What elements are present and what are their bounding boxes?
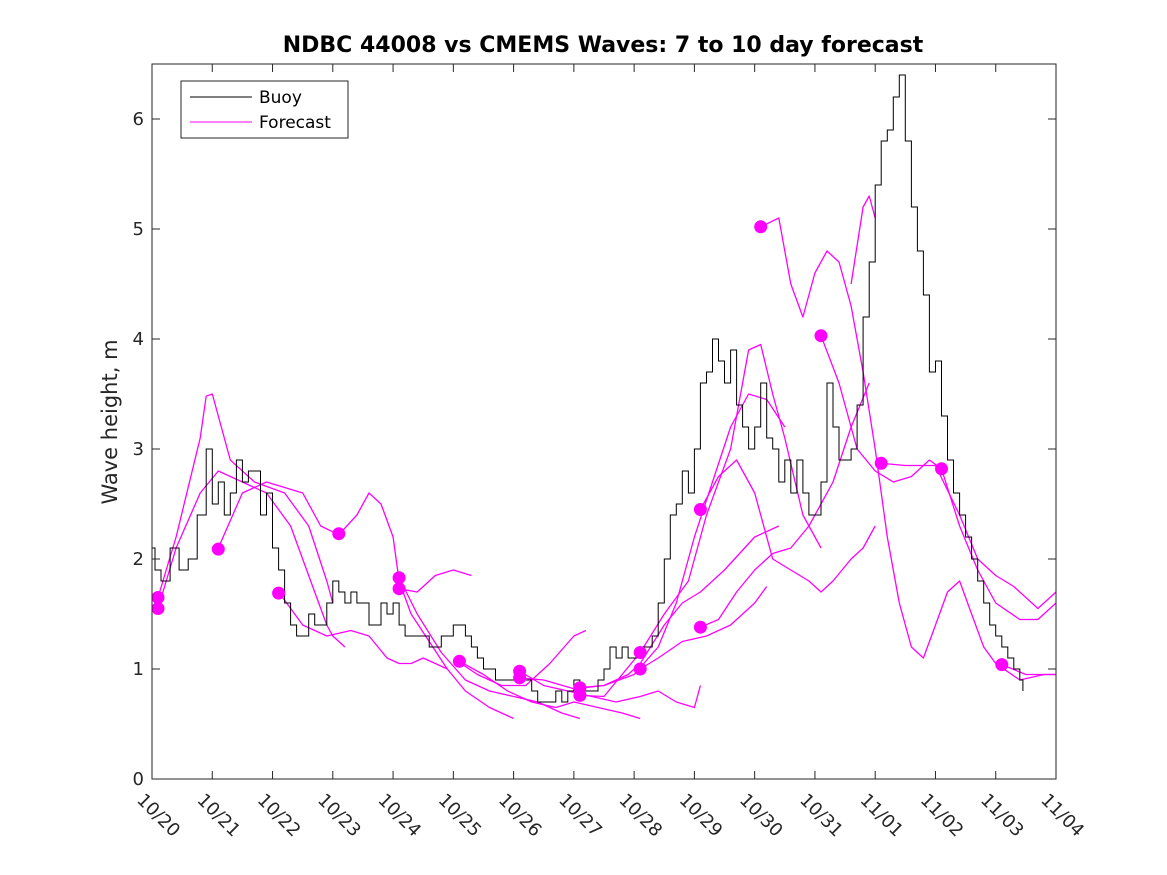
plot-area (152, 64, 1056, 779)
y-tick-label-3: 3 (133, 439, 144, 460)
forecast-marker-20 (935, 462, 948, 476)
x-tick-label-14: 11/03 (976, 790, 1028, 842)
forecast-line-15 (699, 459, 876, 593)
forecast-line-4 (278, 591, 448, 670)
forecast-line-8 (459, 660, 641, 720)
y-tick-label-0: 0 (133, 769, 144, 790)
forecast-marker-1 (151, 591, 165, 604)
forecast-line-10 (519, 670, 702, 709)
forecast-line-9 (459, 629, 587, 687)
y-tick-label-5: 5 (133, 219, 144, 240)
forecast-line-21 (1001, 663, 1056, 676)
plot-frame (151, 63, 1057, 780)
forecast-marker-2 (151, 602, 165, 615)
x-tick-label-1: 10/21 (193, 790, 245, 842)
x-tick-label-0: 10/20 (132, 790, 184, 842)
forecast-line-3 (217, 481, 340, 549)
forecast-marker-12 (573, 688, 587, 702)
forecast-line-16 (700, 382, 870, 628)
forecast-marker-4 (272, 586, 286, 600)
x-tick-label-7: 10/27 (554, 790, 606, 842)
forecast-line-14 (639, 586, 768, 670)
forecast-line-17 (760, 217, 1056, 681)
forecast-line-12 (579, 393, 786, 689)
forecast-line-18 (820, 335, 942, 483)
forecast-marker-7 (392, 582, 406, 596)
legend-forecast-label: Forecast (259, 113, 331, 133)
y-axis-label: Wave height, m (98, 339, 122, 504)
forecast-marker-15 (693, 503, 707, 516)
forecast-marker-17 (754, 220, 768, 234)
forecast-marker-10 (513, 671, 527, 685)
x-tick-label-15: 11/04 (1036, 790, 1088, 842)
y-tick-label-6: 6 (133, 109, 144, 130)
chart-title: NDBC 44008 vs CMEMS Waves: 7 to 10 day f… (283, 33, 924, 58)
forecast-line-1 (157, 393, 334, 604)
forecast-marker-21 (995, 658, 1009, 672)
x-tick-label-6: 10/26 (494, 790, 546, 842)
forecast-line-20 (940, 468, 1056, 621)
forecast-line-22 (850, 195, 876, 285)
x-tick-label-8: 10/28 (615, 790, 667, 842)
forecast-marker-5 (332, 527, 346, 541)
x-tick-label-11: 10/31 (795, 790, 847, 842)
forecast-marker-3 (211, 542, 225, 556)
axis-ticks-group (151, 64, 1057, 780)
forecast-marker-8 (452, 654, 466, 668)
x-tick-label-3: 10/23 (313, 790, 365, 842)
buoy-series-group (152, 74, 1024, 703)
forecast-marker-group (151, 220, 1009, 702)
x-tick-label-13: 11/02 (916, 790, 968, 842)
forecast-line-5 (338, 492, 514, 720)
forecast-line-7 (398, 569, 472, 593)
forecast-marker-16 (693, 620, 707, 634)
y-tick-label-4: 4 (133, 329, 144, 350)
forecast-marker-19 (874, 456, 888, 470)
forecast-line-6 (398, 577, 581, 720)
legend: Buoy Forecast (180, 80, 349, 139)
forecast-marker-13 (633, 646, 647, 659)
legend-box (180, 80, 349, 139)
x-tick-label-4: 10/24 (374, 790, 426, 842)
y-tick-label-1: 1 (133, 659, 144, 680)
forecast-marker-6 (392, 571, 406, 585)
y-tick-label-2: 2 (133, 549, 144, 570)
x-tick-label-2: 10/22 (253, 790, 305, 842)
x-tick-label-12: 11/01 (856, 790, 908, 842)
forecast-marker-14 (633, 662, 647, 676)
x-tick-label-9: 10/29 (675, 790, 727, 842)
buoy-line (152, 74, 1024, 703)
forecast-marker-18 (814, 329, 828, 343)
x-tick-label-10: 10/30 (735, 790, 787, 842)
x-tick-label-5: 10/25 (434, 790, 486, 842)
legend-buoy-label: Buoy (259, 88, 302, 108)
